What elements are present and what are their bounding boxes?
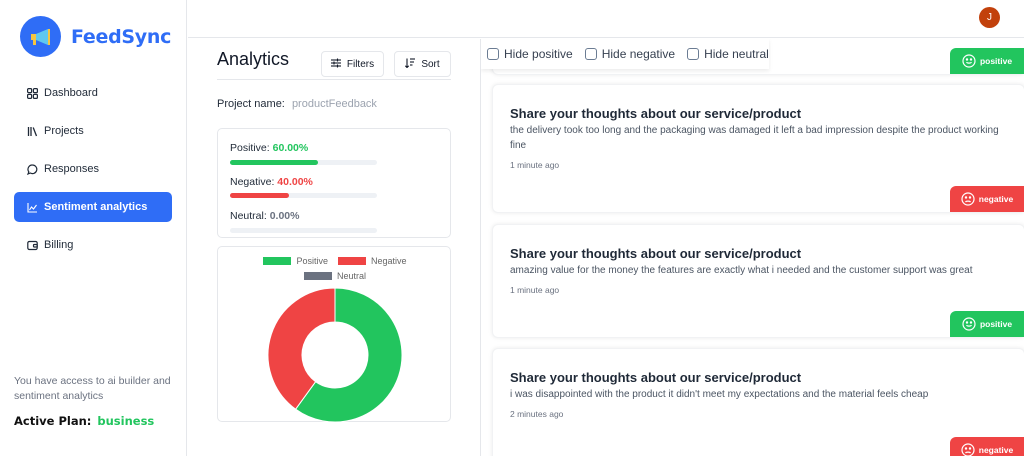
stat-neutral-value: 0.00%: [269, 210, 300, 222]
wallet-icon: [26, 239, 38, 251]
legend-negative[interactable]: Negative: [337, 256, 407, 266]
access-text: You have access to ai builder and sentim…: [14, 375, 171, 402]
project-name: Project name: productFeedback: [217, 98, 377, 110]
sentiment-badge-negative: negative: [950, 186, 1024, 212]
responses-feed[interactable]: Hide positive Hide negative Hide neutral…: [480, 39, 1024, 456]
sidebar-item-responses[interactable]: Responses: [14, 154, 172, 184]
analytics-panel: Analytics Filters Sort Project name: pro…: [201, 39, 465, 456]
sort-button[interactable]: Sort: [394, 51, 451, 77]
sidebar-item-label: Dashboard: [44, 87, 98, 99]
smile-icon: [962, 317, 976, 331]
filters-button[interactable]: Filters: [321, 51, 384, 77]
stat-positive: Positive: 60.00%: [230, 142, 309, 154]
plan-value: business: [97, 414, 155, 428]
brand[interactable]: FeedSync: [20, 16, 171, 57]
user-avatar[interactable]: J: [979, 7, 1000, 28]
response-time: 2 minutes ago: [510, 409, 564, 419]
checkbox-icon[interactable]: [584, 48, 597, 60]
checkbox-icon[interactable]: [487, 48, 499, 60]
dashboard-grid-icon: [26, 87, 38, 99]
active-plan: Active Plan: business: [14, 414, 179, 428]
books-icon: [26, 125, 38, 137]
analytics-header: Analytics Filters Sort: [217, 45, 451, 80]
legend-swatch: [263, 256, 292, 265]
sidebar: FeedSync Dashboard Projects Responses: [0, 0, 187, 456]
brand-name: FeedSync: [71, 25, 172, 48]
sentiment-badge-positive: positive: [950, 311, 1024, 337]
hide-neutral-checkbox[interactable]: Hide neutral: [687, 47, 769, 61]
top-header: J: [188, 0, 1024, 38]
sidebar-item-label: Sentiment analytics: [44, 201, 148, 213]
page-title: Analytics: [217, 49, 290, 69]
legend-swatch: [337, 256, 366, 265]
chart-icon: [26, 201, 38, 213]
sentiment-filter-bar: Hide positive Hide negative Hide neutral: [481, 39, 769, 69]
sidebar-item-dashboard[interactable]: Dashboard: [14, 78, 172, 108]
sidebar-item-label: Responses: [44, 163, 100, 175]
frown-icon: [961, 192, 975, 206]
sentiment-donut-chart: [268, 288, 402, 422]
sentiment-badge-negative: negative: [950, 437, 1024, 456]
hide-negative-checkbox[interactable]: Hide negative: [584, 47, 675, 61]
legend-positive[interactable]: Positive: [263, 256, 328, 266]
positive-progress-bar: [230, 160, 377, 165]
megaphone-logo-icon: [20, 16, 61, 57]
response-answer: amazing value for the money the features…: [510, 265, 973, 276]
neutral-progress-bar: [230, 228, 377, 233]
donut-slice-negative[interactable]: [268, 288, 336, 410]
legend-neutral[interactable]: Neutral: [303, 271, 366, 281]
chart-legend: Positive Negative Neutral: [218, 253, 452, 283]
sidebar-item-projects[interactable]: Projects: [14, 116, 172, 146]
sidebar-nav: Dashboard Projects Responses Sentiment a…: [14, 78, 172, 268]
stat-neutral: Neutral: 0.00%: [230, 210, 300, 222]
filters-label: Filters: [346, 58, 375, 70]
positive-progress-fill: [230, 160, 319, 165]
response-time: 1 minute ago: [510, 285, 560, 295]
response-card: Share your thoughts about our service/pr…: [492, 348, 1024, 456]
plan-label: Active Plan:: [14, 414, 92, 428]
response-question: Share your thoughts about our service/pr…: [510, 246, 802, 261]
sentiment-badge-positive: positive: [950, 48, 1024, 74]
sentiment-stats-card: Positive: 60.00% Negative: 40.00% Neutra…: [217, 128, 451, 238]
response-question: Share your thoughts about our service/pr…: [510, 106, 802, 121]
donut-slice-positive[interactable]: [294, 288, 402, 422]
stat-negative-value: 40.00%: [277, 176, 313, 188]
sidebar-item-sentiment-analytics[interactable]: Sentiment analytics: [14, 192, 172, 222]
response-answer: the delivery took too long and the packa…: [510, 125, 999, 151]
response-card: Share your thoughts about our service/pr…: [492, 84, 1024, 213]
chat-bubble-icon: [26, 163, 38, 175]
sentiment-chart-card: Positive Negative Neutral: [217, 246, 451, 422]
negative-progress-bar: [230, 193, 377, 198]
plan-info: You have access to ai builder and sentim…: [14, 374, 179, 428]
frown-icon: [961, 443, 975, 456]
response-time: 1 minute ago: [510, 160, 560, 170]
sidebar-item-label: Billing: [44, 239, 74, 251]
response-question: Share your thoughts about our service/pr…: [510, 370, 802, 385]
sort-label: Sort: [421, 58, 440, 70]
stat-positive-value: 60.00%: [272, 142, 309, 154]
legend-swatch: [303, 271, 332, 280]
negative-progress-fill: [230, 193, 289, 198]
response-card: Share your thoughts about our service/pr…: [492, 224, 1024, 338]
sort-icon: [405, 57, 416, 71]
sliders-icon: [330, 58, 341, 71]
project-label: Project name:: [217, 98, 285, 110]
response-answer: i was disappointed with the product it d…: [510, 389, 929, 400]
stat-negative: Negative: 40.00%: [230, 176, 313, 188]
hide-positive-checkbox[interactable]: Hide positive: [487, 47, 573, 61]
smile-icon: [962, 54, 976, 68]
sidebar-item-billing[interactable]: Billing: [14, 230, 172, 260]
checkbox-icon[interactable]: [687, 48, 700, 60]
sidebar-item-label: Projects: [44, 125, 84, 137]
project-value: productFeedback: [291, 98, 377, 110]
